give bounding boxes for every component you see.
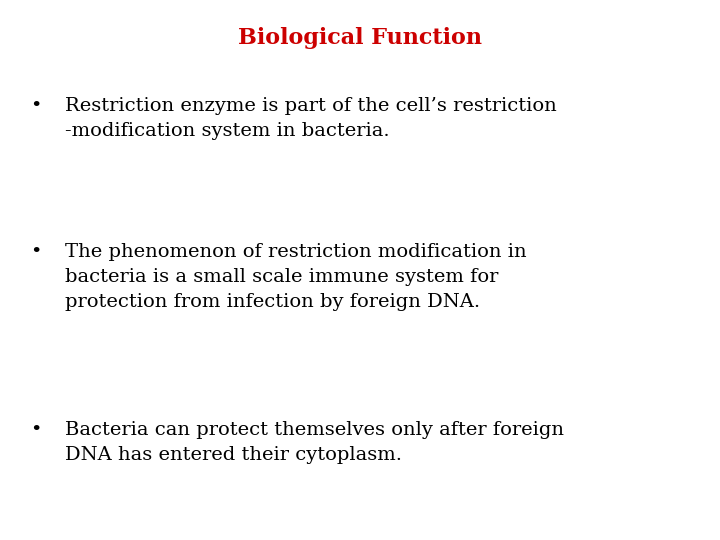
Text: •: •	[30, 421, 42, 439]
Text: The phenomenon of restriction modification in
bacteria is a small scale immune s: The phenomenon of restriction modificati…	[65, 243, 526, 311]
Text: •: •	[30, 97, 42, 115]
Text: •: •	[30, 243, 42, 261]
Text: Restriction enzyme is part of the cell’s restriction
-modification system in bac: Restriction enzyme is part of the cell’s…	[65, 97, 557, 140]
Text: Bacteria can protect themselves only after foreign
DNA has entered their cytopla: Bacteria can protect themselves only aft…	[65, 421, 564, 464]
Text: Biological Function: Biological Function	[238, 27, 482, 49]
